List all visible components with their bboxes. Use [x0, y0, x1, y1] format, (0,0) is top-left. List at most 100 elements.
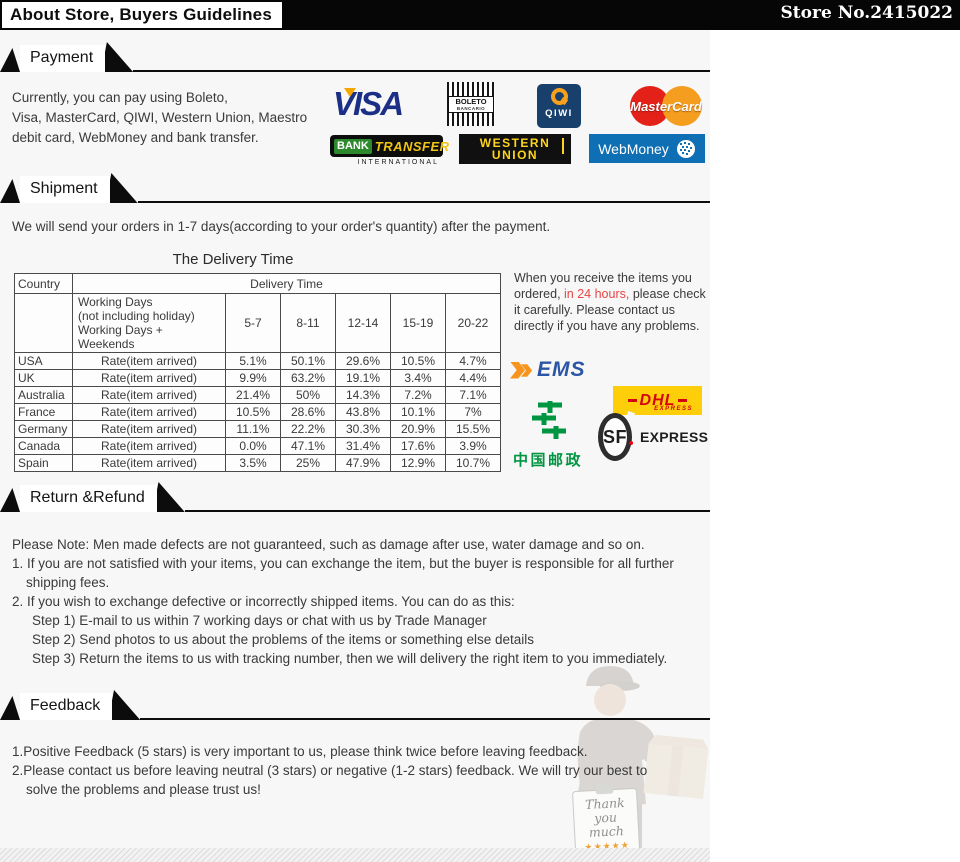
- store-number: Store No.2415022: [780, 3, 953, 23]
- rate-cell: 7%: [445, 403, 501, 421]
- section-arrow-right-icon: [108, 690, 141, 720]
- country-cell: Australia: [14, 386, 73, 404]
- bank-transfer-subtext: INTERNATIONAL: [357, 159, 439, 166]
- visa-flame-icon: [344, 88, 356, 97]
- day-range-cell: 12-14: [335, 293, 391, 353]
- day-range-cell: 20-22: [445, 293, 501, 353]
- rate-cell: 22.2%: [280, 420, 336, 438]
- sf-express-wordmark: EXPRESS: [640, 429, 709, 445]
- sf-ring-icon: SF: [598, 413, 634, 461]
- shipment-section-title: Shipment: [20, 175, 110, 203]
- rate-label-cell: Rate(item arrived): [72, 420, 226, 438]
- return-step-line: Step 1) E-mail to us within 7 working da…: [32, 613, 487, 628]
- rate-cell: 14.3%: [335, 386, 391, 404]
- country-cell: UK: [14, 369, 73, 387]
- delivery-table-title: The Delivery Time: [172, 251, 294, 268]
- rate-cell: 11.1%: [225, 420, 281, 438]
- bank-transfer-bank-word: BANK: [334, 138, 372, 154]
- rate-cell: 10.1%: [390, 403, 446, 421]
- day-range-cell: 8-11: [280, 293, 336, 353]
- bottom-hatch-strip: [0, 848, 710, 862]
- section-arrow-left-icon: [0, 696, 20, 720]
- rate-cell: 43.8%: [335, 403, 391, 421]
- delivery-time-table: Country Delivery Time Working Days (not …: [14, 273, 501, 472]
- feedback-line: 1.Positive Feedback (5 stars) is very im…: [12, 744, 588, 759]
- rate-cell: 10.5%: [390, 352, 446, 370]
- payment-description: Currently, you can pay using Boleto, Vis…: [12, 88, 332, 148]
- rate-cell: 20.9%: [390, 420, 446, 438]
- boleto-subtext: BANCARIO: [456, 106, 486, 111]
- rate-cell: 4.7%: [445, 352, 501, 370]
- table-row: UK Rate(item arrived) 9.9% 63.2% 19.1% 3…: [14, 369, 501, 387]
- boleto-wordmark: BOLETO: [455, 97, 487, 106]
- section-divider: [137, 201, 710, 203]
- rate-cell: 19.1%: [335, 369, 391, 387]
- rate-cell: 47.9%: [335, 454, 391, 472]
- working-days-line: Working Days + Weekends: [78, 323, 163, 351]
- table-row: Spain Rate(item arrived) 3.5% 25% 47.9% …: [14, 454, 501, 472]
- working-days-cell: Working Days (not including holiday) Wor…: [72, 293, 226, 353]
- section-divider: [133, 70, 710, 72]
- country-cell: Germany: [14, 420, 73, 438]
- dhl-express-label: EXPRESS: [654, 406, 693, 412]
- country-header-cell: Country: [14, 273, 73, 294]
- china-post-emblem-icon: [532, 401, 566, 439]
- rate-label-cell: Rate(item arrived): [72, 386, 226, 404]
- western-union-line1: WESTERN: [479, 136, 551, 150]
- webmoney-wordmark: WebMoney: [598, 140, 669, 157]
- day-range-cell: 5-7: [225, 293, 281, 353]
- western-union-logo: WESTERN UNION: [459, 134, 571, 164]
- return-refund-text: Please Note: Men made defects are not gu…: [12, 535, 707, 668]
- rate-cell: 28.6%: [280, 403, 336, 421]
- rate-cell: 7.2%: [390, 386, 446, 404]
- payment-line: debit card, WebMoney and bank transfer.: [12, 130, 259, 145]
- section-arrow-right-icon: [105, 173, 138, 203]
- bank-transfer-logo: BANK TRANSFER INTERNATIONAL: [330, 135, 449, 168]
- dhl-dash-icon: [678, 399, 688, 402]
- top-bar: About Store, Buyers Guidelines Store No.…: [0, 0, 960, 30]
- rate-label-cell: Rate(item arrived): [72, 403, 226, 421]
- ems-chevron-icon: [510, 361, 525, 379]
- feedback-line: solve the problems and please trust us!: [26, 782, 261, 797]
- ems-logo: EMS: [510, 358, 586, 382]
- receive-note-highlight: in 24 hours,: [564, 287, 630, 301]
- feedback-line: 2.Please contact us before leaving neutr…: [12, 763, 648, 778]
- rate-label-cell: Rate(item arrived): [72, 437, 226, 455]
- western-union-line2: UNION: [491, 148, 539, 162]
- mastercard-logo: MasterCard: [628, 84, 704, 128]
- rate-cell: 47.1%: [280, 437, 336, 455]
- delivery-time-header-cell: Delivery Time: [72, 273, 501, 294]
- visa-logo: VISA: [333, 86, 417, 122]
- table-subheader-row: Working Days (not including holiday) Wor…: [14, 293, 501, 353]
- rate-cell: 12.9%: [390, 454, 446, 472]
- working-days-line: (not including holiday): [78, 309, 195, 323]
- rate-label-cell: Rate(item arrived): [72, 369, 226, 387]
- rate-cell: 3.5%: [225, 454, 281, 472]
- section-arrow-left-icon: [0, 179, 20, 203]
- working-days-line: Working Days: [78, 295, 153, 309]
- qiwi-bird-icon: [550, 88, 568, 105]
- section-divider: [184, 510, 710, 512]
- sf-express-logo: SF EXPRESS: [598, 411, 708, 463]
- return-refund-section-title: Return &Refund: [20, 484, 157, 512]
- country-cell: Canada: [14, 437, 73, 455]
- return-rule-line: shipping fees.: [26, 575, 110, 590]
- return-refund-section-header: Return &Refund: [0, 482, 710, 512]
- section-arrow-right-icon: [152, 482, 185, 512]
- payment-section-title: Payment: [20, 44, 106, 72]
- rate-cell: 0.0%: [225, 437, 281, 455]
- day-range-cell: 15-19: [390, 293, 446, 353]
- dhl-dash-icon: [627, 399, 637, 402]
- visa-wordmark: VISA: [333, 85, 404, 122]
- rate-cell: 10.5%: [225, 403, 281, 421]
- rate-cell: 25%: [280, 454, 336, 472]
- country-cell: France: [14, 403, 73, 421]
- country-cell: Spain: [14, 454, 73, 472]
- payment-line: Visa, MasterCard, QIWI, Western Union, M…: [12, 110, 308, 125]
- mastercard-orange-circle-icon: [662, 86, 702, 126]
- return-note-line: Please Note: Men made defects are not gu…: [12, 537, 645, 552]
- thank-you-line: much: [588, 823, 625, 840]
- table-row: Canada Rate(item arrived) 0.0% 47.1% 31.…: [14, 437, 501, 455]
- table-row: Germany Rate(item arrived) 11.1% 22.2% 3…: [14, 420, 501, 438]
- return-step-line: Step 3) Return the items to us with trac…: [32, 651, 668, 666]
